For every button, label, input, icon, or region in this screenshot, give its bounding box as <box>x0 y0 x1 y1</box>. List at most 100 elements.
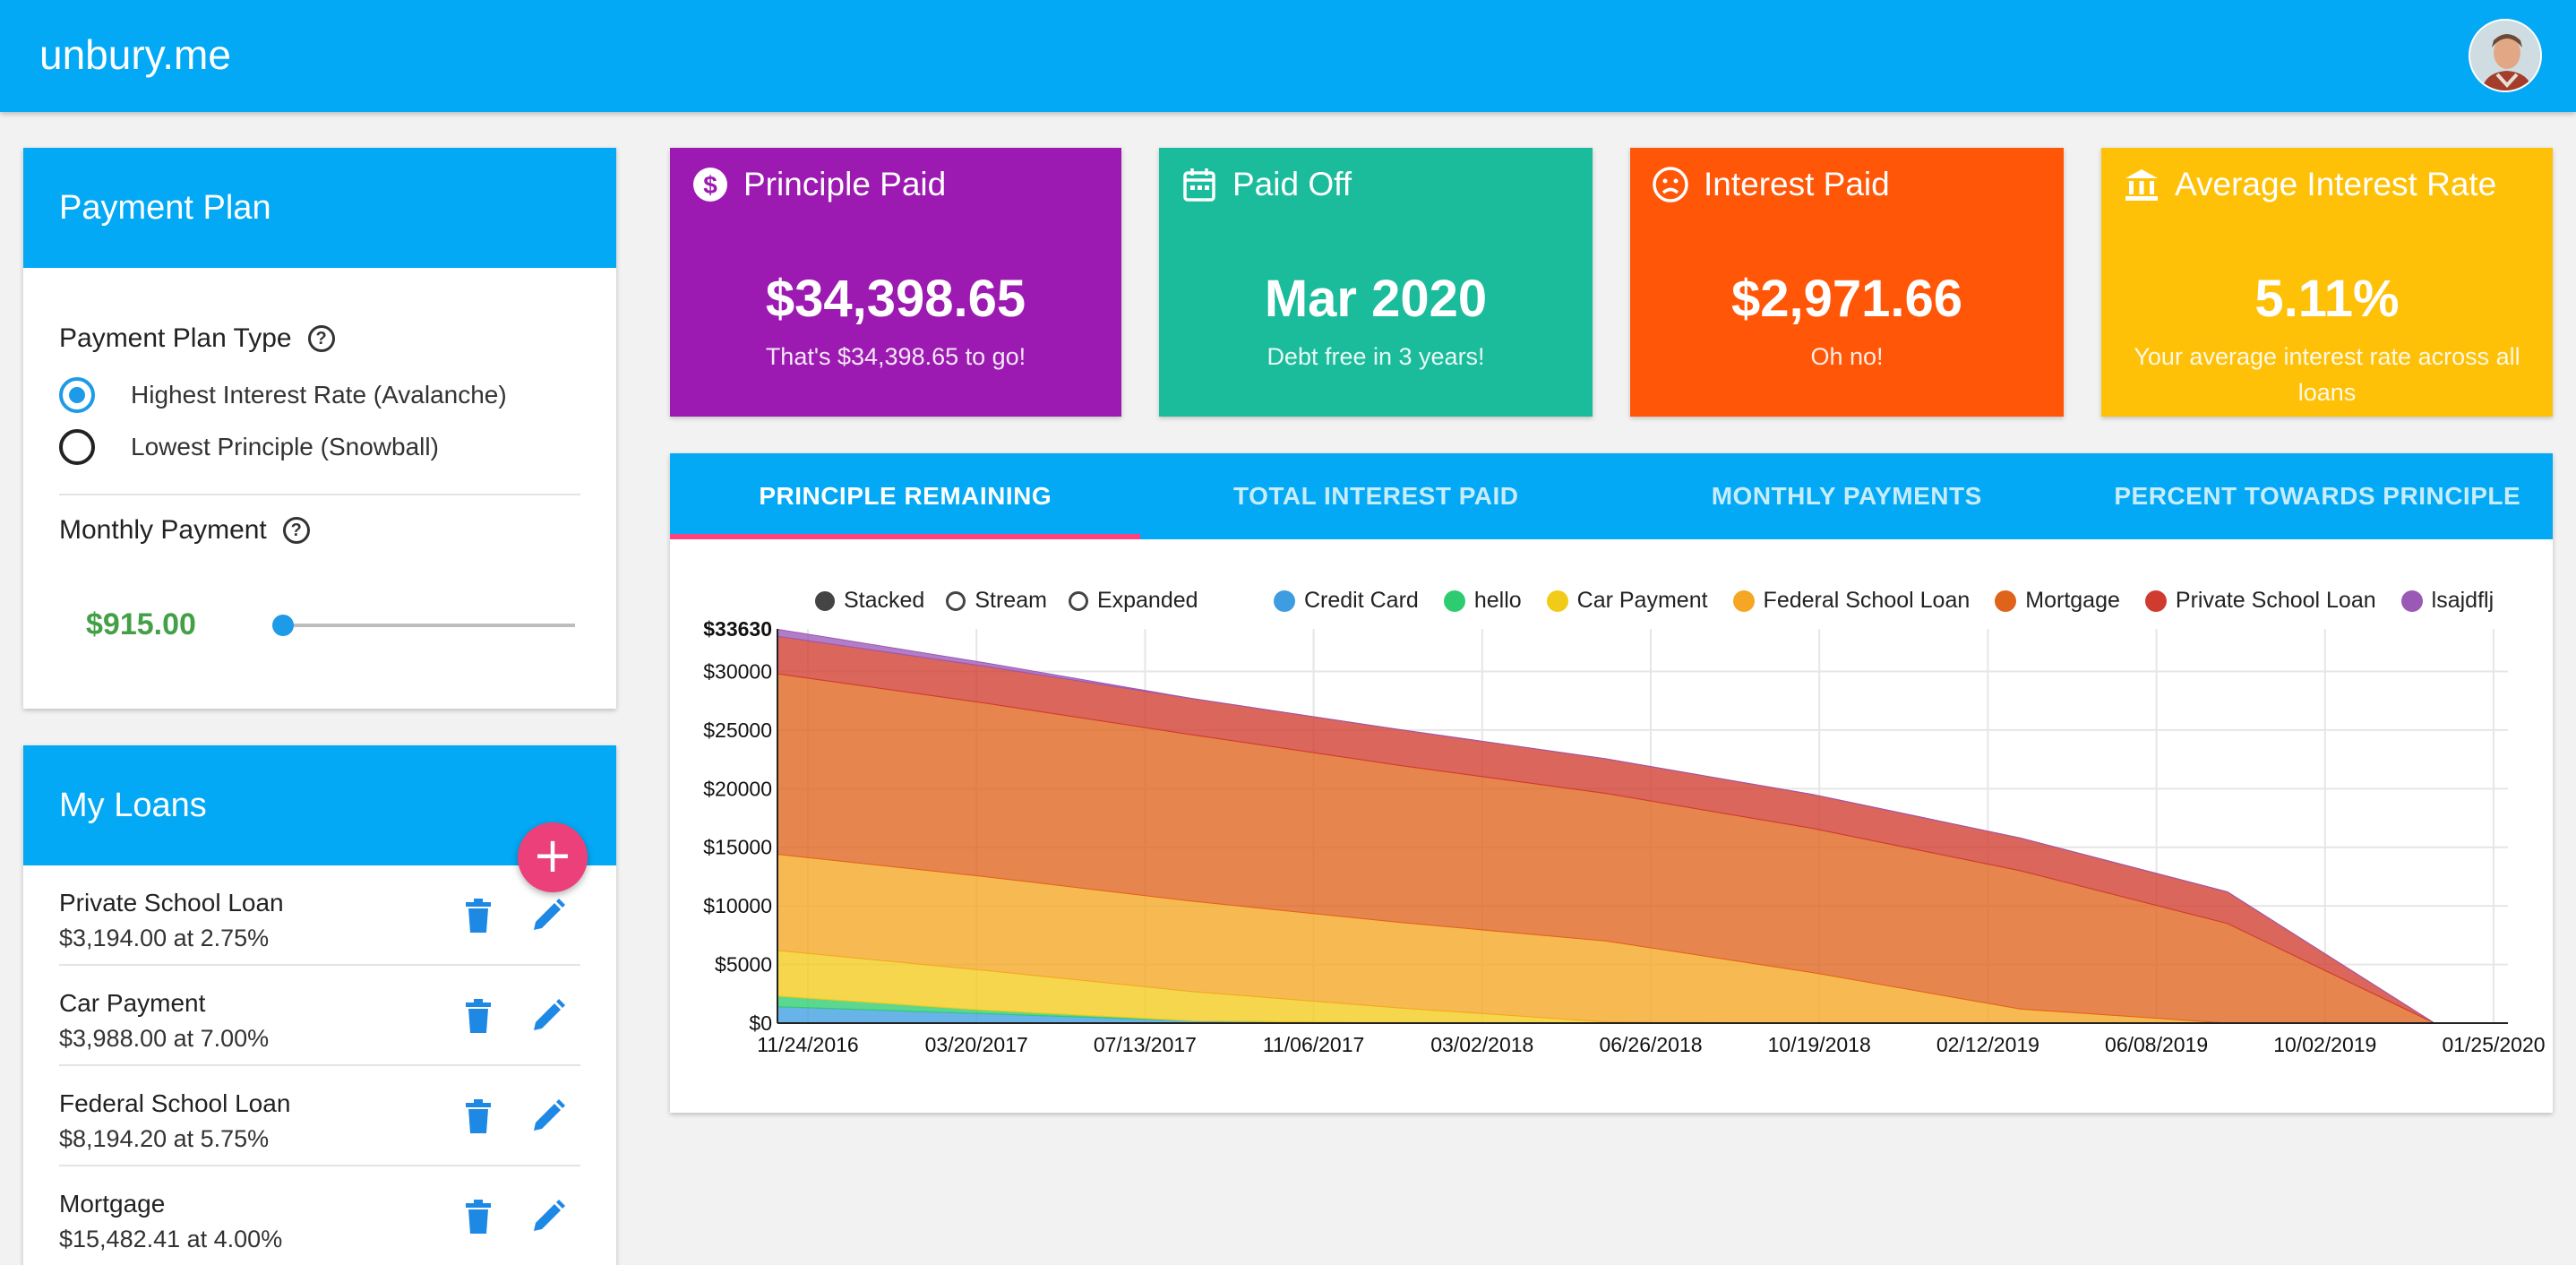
loan-detail: $8,194.20 at 5.75% <box>59 1125 270 1152</box>
radio-avalanche-label: Highest Interest Rate (Avalanche) <box>131 381 507 409</box>
monthly-payment-value: $915.00 <box>86 607 196 641</box>
x-tick-label: 10/02/2019 <box>2273 1033 2376 1056</box>
stat-value: $2,971.66 <box>1730 270 1963 328</box>
dollar-icon: $ <box>693 168 727 202</box>
stat-value: Mar 2020 <box>1264 270 1488 328</box>
x-tick-label: 03/02/2018 <box>1430 1033 1533 1056</box>
principle-remaining-chart: $0 $5000 $10000 $15000 $20000 $25000 $30000 $33… <box>703 617 2545 1056</box>
chart-tabs: PRINCIPLE REMAINING TOTAL INTEREST PAID … <box>670 453 2553 539</box>
my-loans-title: My Loans <box>23 745 616 865</box>
x-tick-label: 07/13/2017 <box>1094 1033 1197 1056</box>
tab-percent-towards-principle[interactable]: PERCENT TOWARDS PRINCIPLE <box>2114 482 2521 510</box>
active-tab-indicator <box>670 534 1140 539</box>
trash-icon[interactable] <box>462 998 494 1034</box>
stat-title: Average Interest Rate <box>2175 166 2497 202</box>
radio-avalanche[interactable]: Highest Interest Rate (Avalanche) <box>59 377 507 413</box>
sad-face-icon <box>1653 167 1688 202</box>
x-tick-label: 01/25/2020 <box>2442 1033 2545 1056</box>
legend-label[interactable]: Federal School Loan <box>1763 588 1971 613</box>
stat-subtitle: Debt free in 3 years! <box>1267 343 1485 370</box>
monthly-payment-slider[interactable] <box>283 624 575 627</box>
y-tick-label: $30000 <box>703 659 772 683</box>
mode-stream-label[interactable]: Stream <box>975 588 1047 613</box>
loan-row: Car Payment $3,988.00 at 7.00% <box>59 966 580 1066</box>
legend-label[interactable]: hello <box>1473 588 1522 613</box>
stat-title: Interest Paid <box>1704 166 1890 202</box>
loan-name: Private School Loan <box>59 889 284 916</box>
stat-interest-paid: Interest Paid $2,971.66 Oh no! <box>1630 148 2064 417</box>
tab-monthly-payments[interactable]: MONTHLY PAYMENTS <box>1711 482 1982 510</box>
svg-text:$: $ <box>703 171 717 199</box>
legend-label[interactable]: lsajdflj <box>2431 588 2494 613</box>
legend-swatch[interactable] <box>1443 589 1465 612</box>
y-tick-label: $25000 <box>703 719 772 742</box>
chart-mode-controls: Stacked Stream Expanded <box>815 588 1198 614</box>
legend-swatch[interactable] <box>1732 589 1755 612</box>
pencil-icon[interactable] <box>530 898 566 934</box>
pencil-icon[interactable] <box>530 998 566 1034</box>
legend-label[interactable]: Private School Loan <box>2175 588 2376 613</box>
payment-plan-title: Payment Plan <box>23 148 616 268</box>
x-tick-label: 03/20/2017 <box>925 1033 1028 1056</box>
mode-expanded-label[interactable]: Expanded <box>1096 588 1198 613</box>
calendar-icon <box>1183 168 1215 202</box>
loan-name: Federal School Loan <box>59 1089 291 1117</box>
y-tick-label: $0 <box>749 1011 772 1035</box>
help-icon[interactable]: ? <box>282 517 310 544</box>
tab-total-interest-paid[interactable]: TOTAL INTEREST PAID <box>1232 482 1519 510</box>
y-tick-label: $5000 <box>715 953 772 977</box>
radio-checked-icon[interactable] <box>59 377 95 413</box>
bank-icon <box>2125 169 2158 201</box>
chart-legend: Credit Card hello Car Payment Federal Schoo… <box>1274 588 2510 614</box>
stat-value: 5.11% <box>2254 270 2400 328</box>
stat-subtitle: That's $34,398.65 to go! <box>765 343 1026 370</box>
trash-icon[interactable] <box>462 1199 494 1235</box>
radio-snowball[interactable]: Lowest Principle (Snowball) <box>59 429 439 465</box>
legend-swatch[interactable] <box>1546 589 1568 612</box>
x-tick-label: 02/12/2019 <box>1936 1033 2039 1056</box>
pencil-icon[interactable] <box>530 1098 566 1134</box>
stat-title: Principle Paid <box>743 166 947 202</box>
radio-snowball-label: Lowest Principle (Snowball) <box>131 433 439 460</box>
stat-value: $34,398.65 <box>765 270 1026 328</box>
y-tick-label: $15000 <box>703 836 772 859</box>
loan-name: Car Payment <box>59 989 206 1017</box>
loan-detail: $3,988.00 at 7.00% <box>59 1025 270 1052</box>
slider-thumb[interactable] <box>272 615 294 636</box>
my-loans-card: My Loans Private School Loan $3,194.00 at… <box>23 745 616 1265</box>
trash-icon[interactable] <box>462 898 494 934</box>
loan-detail: $15,482.41 at 4.00% <box>59 1226 283 1252</box>
legend-swatch[interactable] <box>1274 589 1295 612</box>
stat-title: Paid Off <box>1232 166 1352 202</box>
pencil-icon[interactable] <box>530 1199 566 1235</box>
loan-row: Federal School Loan $8,194.20 at 5.75% <box>59 1066 580 1166</box>
mode-stream-radio[interactable] <box>946 590 966 611</box>
app-title[interactable]: unbury.me <box>39 31 231 78</box>
mode-stacked-label[interactable]: Stacked <box>844 588 925 613</box>
help-icon[interactable]: ? <box>307 325 335 352</box>
payment-plan-card: Payment Plan Payment Plan Type ? Highest… <box>23 148 616 709</box>
legend-label[interactable]: Mortgage <box>2025 588 2120 613</box>
legend-label[interactable]: Car Payment <box>1576 588 1708 613</box>
x-tick-label: 11/06/2017 <box>1263 1033 1364 1056</box>
legend-label[interactable]: Credit Card <box>1304 588 1419 613</box>
radio-unchecked-icon[interactable] <box>59 429 95 465</box>
mode-expanded-radio[interactable] <box>1068 590 1088 611</box>
chart-card: PRINCIPLE REMAINING TOTAL INTEREST PAID … <box>670 453 2553 1113</box>
trash-icon[interactable] <box>462 1098 494 1134</box>
legend-swatch[interactable] <box>2400 589 2423 612</box>
y-tick-label: $10000 <box>703 894 772 917</box>
payment-plan-type-text: Payment Plan Type <box>59 323 292 353</box>
avatar[interactable] <box>2469 19 2542 92</box>
legend-swatch[interactable] <box>2144 589 2167 612</box>
x-tick-label: 10/19/2018 <box>1768 1033 1871 1056</box>
stat-subtitle: Oh no! <box>1810 343 1884 370</box>
stat-paid-off: Paid Off Mar 2020 Debt free in 3 years! <box>1159 148 1593 417</box>
mode-stacked-radio[interactable] <box>815 590 835 611</box>
add-loan-button[interactable]: + <box>518 822 588 892</box>
legend-swatch[interactable] <box>1995 589 2017 612</box>
x-tick-label: 11/24/2016 <box>757 1033 858 1056</box>
tab-principle-remaining[interactable]: PRINCIPLE REMAINING <box>759 482 1052 510</box>
loan-row: Mortgage $15,482.41 at 4.00% <box>59 1166 580 1265</box>
stat-subtitle: Your average interest rate across all lo… <box>2134 343 2520 406</box>
